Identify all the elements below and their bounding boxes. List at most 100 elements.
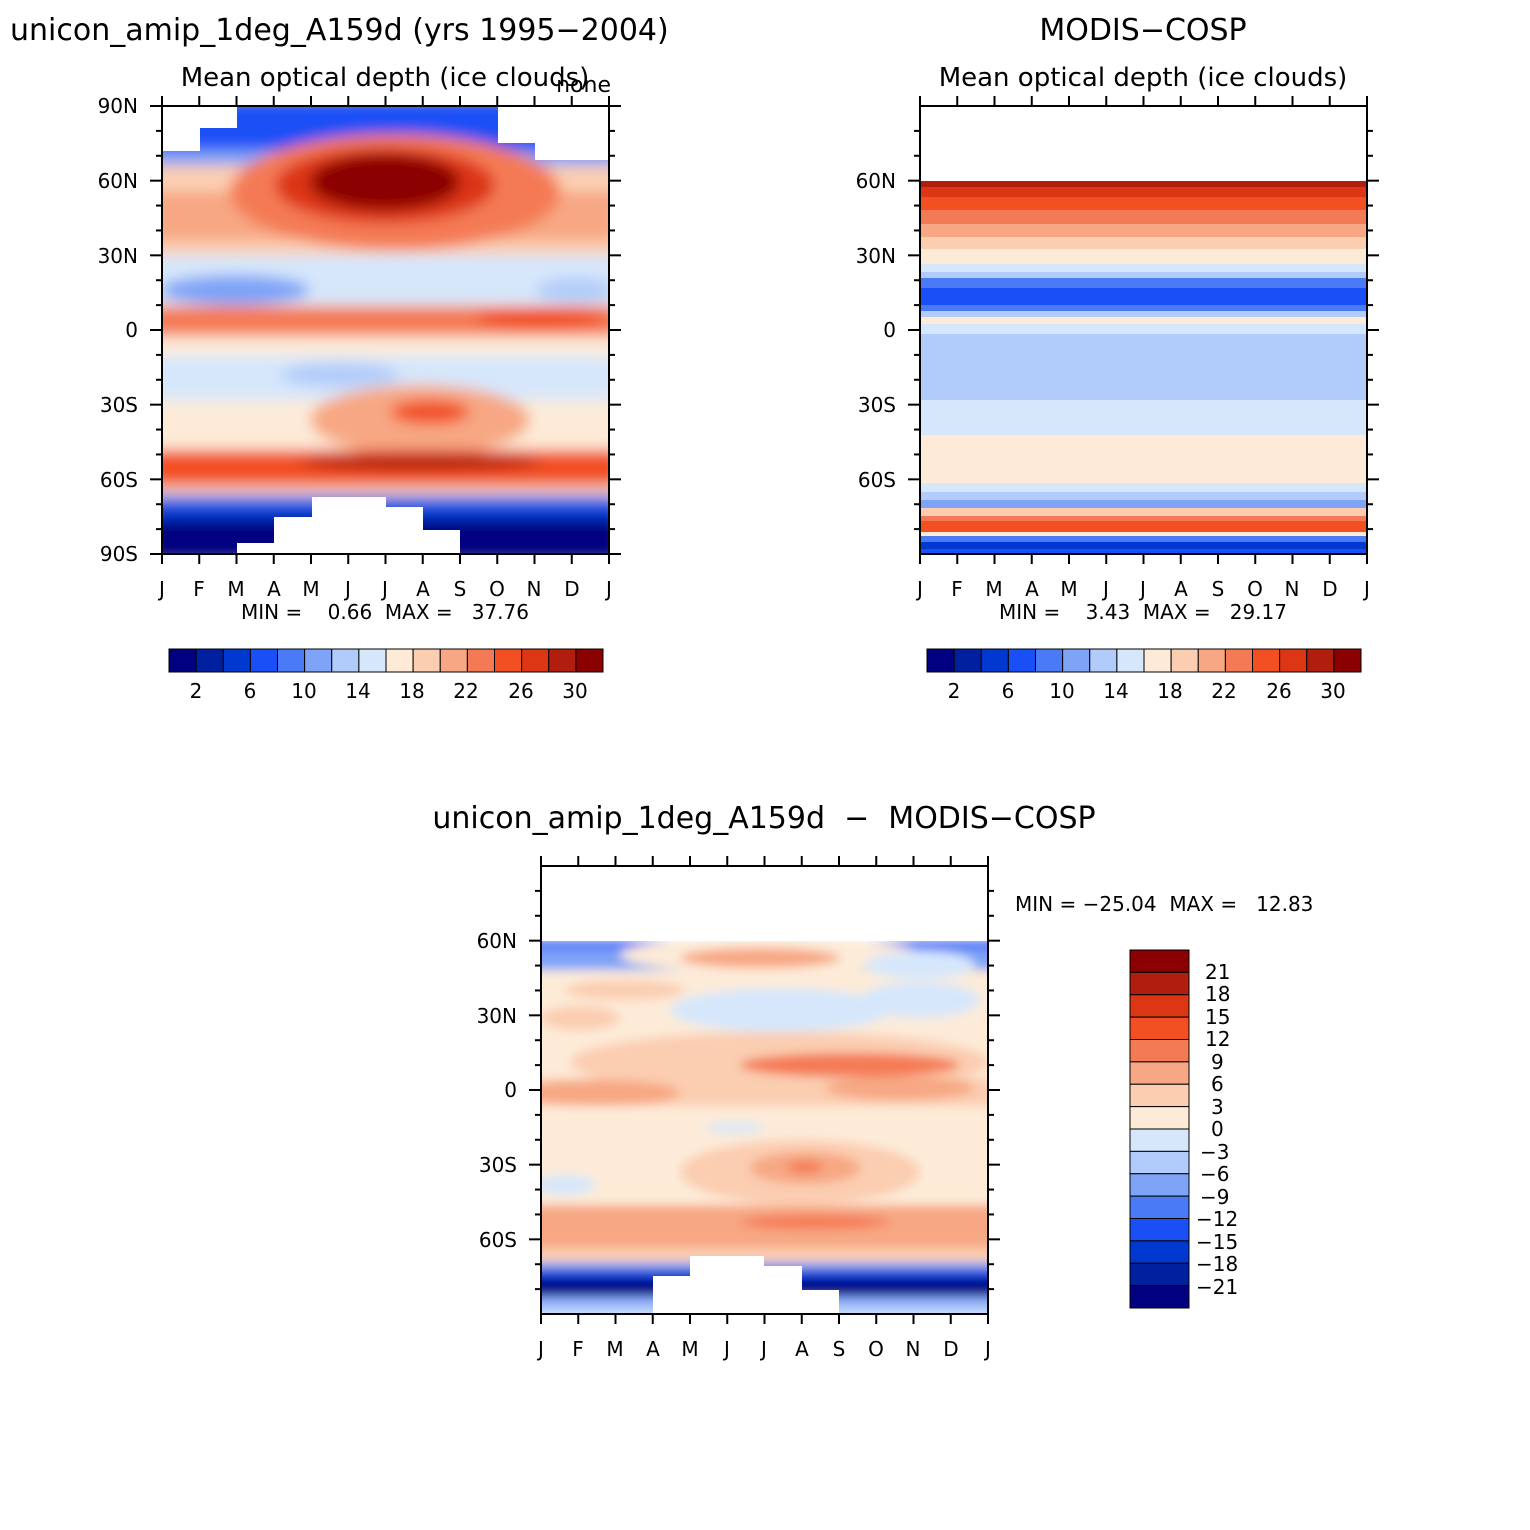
colorbar-box [1007,648,1036,673]
colorbar-box [1224,648,1253,673]
colorbar-box [1129,994,1190,1018]
colorbar-label: 6 [1002,679,1015,703]
colorbar-label: 18 [399,679,424,703]
colorbar-label: 15 [1205,1005,1230,1029]
colorbar-box [1129,971,1190,996]
y-tick-label: 60N [856,169,896,193]
colorbar-label: 6 [1211,1072,1224,1096]
x-tick-label: M [302,577,319,601]
colorbar-box [277,648,306,673]
x-tick-label: O [868,1337,884,1361]
x-tick-label: D [943,1337,958,1361]
colorbar-label: 10 [1049,679,1074,703]
colorbar-label: 18 [1205,982,1230,1006]
colorbar-label: −12 [1196,1207,1238,1231]
x-tick-label: N [527,577,542,601]
colorbar-box [575,648,604,673]
y-tick-label: 60S [100,468,138,492]
diff-title: unicon_amip_1deg_A159d − MODIS−COSP [432,801,1095,836]
obs-colorbar [926,648,1362,673]
colorbar-box [1129,1173,1190,1197]
x-tick-label: F [193,577,205,601]
diff-colorbar [1129,949,1190,1309]
colorbar-box [1129,1039,1190,1063]
x-tick-label: J [915,577,923,601]
colorbar-label: −6 [1200,1162,1229,1186]
colorbar-label: −9 [1200,1185,1229,1209]
y-tick-label: 60S [858,468,896,492]
colorbar-box [249,648,278,673]
y-tick-label: 0 [125,318,138,342]
colorbar-label: 30 [562,679,587,703]
obs-axes [908,96,1379,564]
colorbar-box [222,648,251,673]
x-tick-label: A [646,1337,660,1361]
x-tick-label: J [343,577,351,601]
diff-min-max: MIN = −25.04 MAX = 12.83 [1015,892,1313,916]
model-colorbar-labels: 2 6 10 14 18 22 26 30 [190,679,588,703]
model-colorbar [168,648,604,673]
colorbar-box [1170,648,1199,673]
colorbar-label: 22 [453,679,478,703]
x-tick-label: J [1138,577,1146,601]
colorbar-box [1129,1262,1190,1287]
colorbar-box [466,648,495,673]
x-tick-label: J [759,1337,767,1361]
x-tick-label: M [606,1337,623,1361]
x-tick-label: A [1174,577,1188,601]
y-tick-label: 30S [858,393,896,417]
diff-panel: unicon_amip_1deg_A159d − MODIS−COSP [432,801,1313,1361]
x-tick-label: S [1212,577,1225,601]
x-tick-label: N [1285,577,1300,601]
colorbar-label: 22 [1211,679,1236,703]
colorbar-label: −15 [1196,1230,1238,1254]
x-tick-label: J [536,1337,544,1361]
obs-panel: MODIS−COSP Mean optical depth (ice cloud… [856,13,1379,703]
obs-field [920,106,1367,554]
y-tick-label: 30N [477,1004,517,1028]
x-tick-label: A [416,577,430,601]
y-tick-label: 30S [479,1153,517,1177]
colorbar-box [1129,1285,1190,1309]
model-x-tick-labels: J F M A M J J A S O N D J [157,577,612,601]
x-tick-label: O [1247,577,1263,601]
colorbar-label: 6 [244,679,257,703]
colorbar-box [1129,1195,1190,1219]
model-axes [150,96,621,564]
x-tick-label: J [157,577,165,601]
colorbar-box [439,648,468,673]
x-tick-label: F [572,1337,584,1361]
colorbar-box [1062,648,1091,673]
colorbar-label: 21 [1205,960,1230,984]
obs-subtitle: Mean optical depth (ice clouds) [939,63,1348,93]
x-tick-label: M [1060,577,1077,601]
colorbar-box [168,648,197,673]
y-tick-label: 30N [98,244,138,268]
diff-x-tick-labels: J F M A M J J A S O N D J [536,1337,991,1361]
model-subtitle: Mean optical depth (ice clouds) [181,63,590,93]
colorbar-box [1129,1240,1190,1264]
y-tick-label: 90N [98,94,138,118]
colorbar-box [385,648,414,673]
colorbar-box [1129,1128,1190,1152]
colorbar-box [1129,1106,1190,1130]
colorbar-label: 30 [1320,679,1345,703]
diff-axes [529,856,1000,1324]
colorbar-box [1129,1150,1190,1175]
colorbar-box [1089,648,1118,673]
colorbar-box [1129,1061,1190,1085]
colorbar-box [980,648,1009,673]
colorbar-box [358,648,387,673]
colorbar-box [494,648,523,673]
y-tick-label: 30N [856,244,896,268]
colorbar-box [412,648,441,673]
colorbar-box [953,648,982,673]
colorbar-box [548,648,577,673]
x-tick-label: S [454,577,467,601]
x-tick-label: N [906,1337,921,1361]
colorbar-box [1116,648,1145,673]
colorbar-label: 0 [1211,1117,1224,1141]
obs-x-tick-labels: J F M A M J J A S O N D J [915,577,1370,601]
colorbar-box [521,648,550,673]
